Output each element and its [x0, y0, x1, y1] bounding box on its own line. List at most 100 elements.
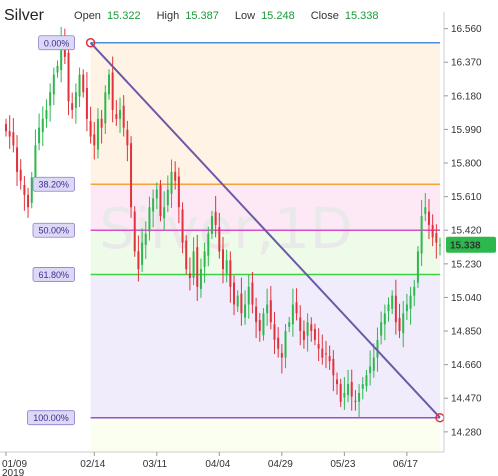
candle-body: [119, 109, 122, 119]
candle-body: [5, 124, 7, 132]
candle-body: [130, 143, 133, 208]
candle-body: [435, 233, 438, 243]
candle-body: [233, 282, 236, 305]
candle-body: [185, 240, 188, 270]
candle-body: [391, 295, 394, 309]
candle-body: [354, 400, 357, 402]
price-tick-label: 14.850: [451, 327, 482, 338]
chart-header: Silver Open 15.322 High 15.387 Low 15.24…: [0, 0, 498, 32]
candle-body: [148, 207, 151, 232]
candle-body: [369, 366, 372, 374]
candle-body: [302, 331, 305, 340]
candle-body: [89, 120, 92, 137]
candle-body: [126, 129, 129, 146]
candle-body: [424, 207, 427, 214]
candle-body: [262, 313, 265, 336]
candle-body: [247, 286, 250, 305]
fib-tag-label: 38.20%: [39, 180, 70, 190]
candle-body: [416, 251, 419, 283]
candle-body: [181, 209, 184, 243]
candle-body: [236, 295, 239, 307]
candle-body: [49, 92, 52, 106]
candle-body: [332, 358, 335, 376]
candle-body: [41, 118, 44, 132]
candle-body: [163, 207, 166, 219]
candle-body: [310, 324, 313, 332]
candle-body: [107, 74, 110, 95]
candle-body: [141, 242, 144, 265]
time-tick-label: 04/29: [268, 459, 293, 470]
candle-body: [306, 322, 309, 336]
symbol-name: Silver: [4, 7, 45, 24]
candle-body: [225, 260, 228, 274]
candle-body: [328, 356, 331, 362]
trendline-start-handle[interactable]: [85, 38, 96, 48]
candle-body: [439, 244, 441, 246]
price-tick-label: 14.660: [451, 360, 482, 371]
candle-body: [30, 177, 33, 203]
candle-body: [431, 224, 434, 238]
candle-body: [12, 132, 15, 146]
candle-body: [19, 169, 22, 181]
price-tick-label: 15.610: [451, 192, 482, 203]
candle-body: [372, 357, 375, 371]
time-tick-year-label: 2019: [2, 468, 25, 476]
candle-body: [56, 65, 59, 73]
candle-body: [229, 260, 232, 287]
candle-body: [269, 300, 272, 323]
candle-body: [409, 295, 412, 309]
candle-body: [405, 304, 408, 312]
candle-body: [71, 103, 74, 110]
candle-body: [133, 211, 136, 252]
price-tick-label: 16.180: [451, 91, 482, 102]
candle-body: [387, 304, 390, 312]
fib-level-lines: [90, 42, 440, 419]
candle-body: [339, 384, 342, 402]
candle-body: [122, 105, 125, 128]
price-tick-label: 15.800: [451, 159, 482, 170]
time-tick-label: 06/17: [393, 459, 418, 470]
candle-body: [244, 304, 247, 318]
candle-body: [273, 324, 276, 340]
candle-body: [174, 171, 177, 181]
time-tick-label: 04/04: [205, 459, 230, 470]
candle-body: [277, 337, 280, 349]
candle-body: [295, 302, 298, 314]
candle-body: [74, 92, 77, 108]
candle-body: [413, 286, 416, 296]
candle-body: [317, 344, 320, 349]
fib-zone: [90, 230, 440, 275]
fib-tag-label: 61.80%: [39, 270, 70, 280]
trendline[interactable]: [89, 42, 441, 419]
candle-body: [93, 134, 96, 146]
candle-body: [358, 392, 361, 402]
time-tick-label: 03/11: [143, 459, 168, 470]
price-tick-label: 15.990: [451, 125, 482, 136]
candle-body: [420, 216, 423, 254]
price-tag-value: 15.338: [450, 241, 481, 252]
high-label: High: [156, 10, 180, 22]
candle-body: [52, 74, 55, 95]
candle-body: [288, 322, 291, 327]
candlesticks: [5, 26, 441, 418]
candle-body: [376, 339, 379, 358]
candle-body: [255, 306, 258, 323]
candle-body: [199, 269, 202, 289]
candle-body: [196, 247, 199, 287]
time-tick-label: 02/14: [80, 459, 105, 470]
candle-body: [192, 251, 195, 278]
price-tick-label: 16.370: [451, 58, 482, 69]
candle-body: [324, 353, 327, 355]
price-tick-label: 15.420: [451, 226, 482, 237]
candle-body: [210, 216, 213, 234]
price-axis[interactable]: 16.560 16.370 16.180 15.990 15.800 15.610 15.4…: [443, 12, 482, 452]
candle-body: [67, 52, 70, 102]
candle-body: [321, 348, 324, 358]
candle-body: [115, 114, 118, 119]
close-label: Close: [310, 10, 339, 22]
candle-body: [177, 176, 180, 208]
candle-body: [427, 211, 430, 225]
low-value: 15.248: [261, 10, 295, 22]
